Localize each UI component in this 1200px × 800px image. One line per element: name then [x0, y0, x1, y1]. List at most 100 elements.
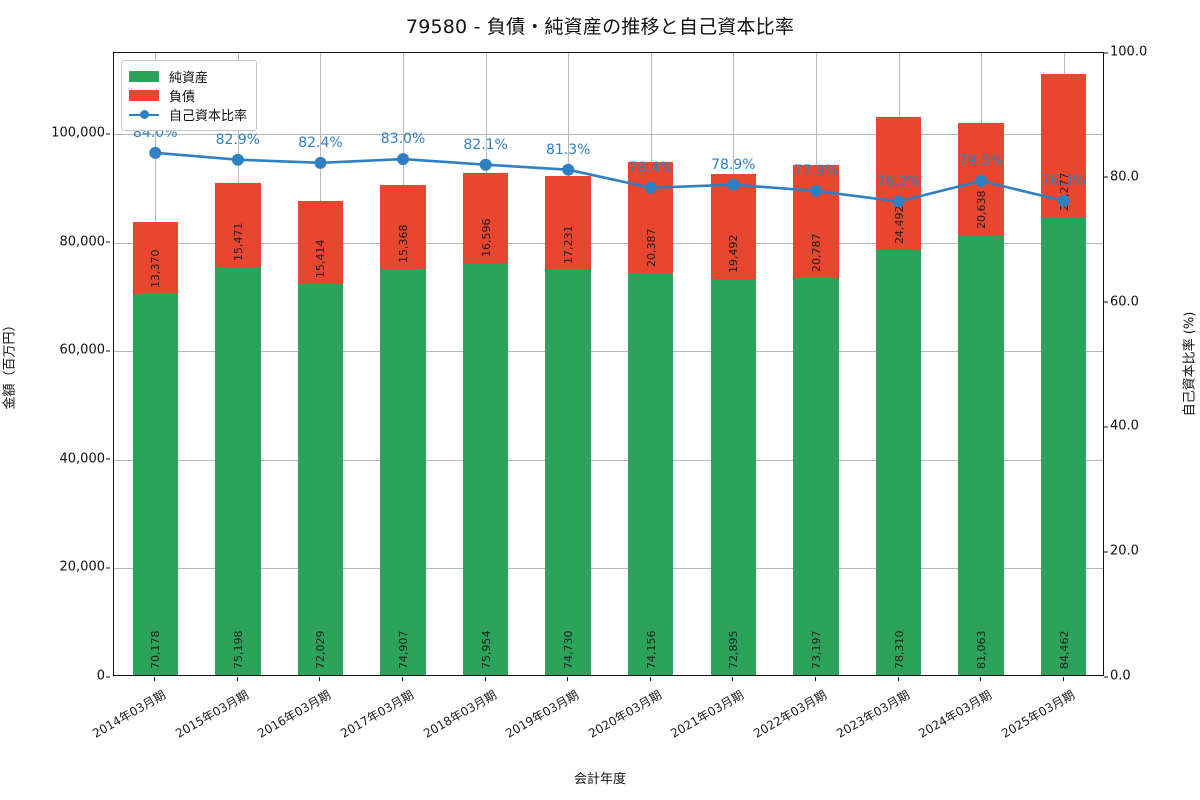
bar-segment-liability[interactable]: 20,638	[958, 123, 1004, 236]
legend-item[interactable]: 純資産	[129, 67, 247, 86]
ratio-value-label: 79.5%	[958, 152, 1004, 169]
x-tick-label-text: 2022年03月期	[751, 687, 829, 741]
gridline-horizontal	[114, 351, 1103, 353]
bar-segment-liability[interactable]: 26,277	[1040, 74, 1087, 217]
ratio-value-label: 78.9%	[711, 156, 756, 173]
bar-segment-liability[interactable]: 15,471	[215, 183, 261, 267]
stacked-bar[interactable]: 75,198 15,471	[215, 183, 261, 675]
x-tick-mark	[732, 677, 733, 681]
bar-segment-equity[interactable]: 74,730	[545, 269, 591, 675]
bar-value-label-liability: 15,414	[314, 239, 328, 279]
bar-value-label-liability: 20,638	[975, 190, 989, 230]
x-tick-label-text: 2016年03月期	[255, 687, 334, 741]
legend-item[interactable]: 負債	[129, 86, 247, 105]
bar-value-label-liability: 24,492	[892, 205, 906, 245]
bar-segment-equity[interactable]: 74,156	[628, 272, 674, 675]
bar-value-label-equity: 75,954	[479, 630, 493, 670]
bar-segment-equity[interactable]: 78,310	[875, 250, 922, 675]
stacked-bar[interactable]: 74,730 17,231	[545, 176, 591, 675]
x-tick-label-text: 2015年03月期	[173, 687, 251, 741]
bar-value-label-liability: 13,370	[149, 249, 163, 289]
x-tick-label-text: 2019年03月期	[503, 687, 582, 741]
x-tick-label-text: 2025年03月期	[998, 687, 1077, 741]
bar-segment-liability[interactable]: 15,368	[380, 185, 426, 269]
stacked-bar[interactable]: 84,462 26,277	[1040, 74, 1087, 675]
bar-segment-liability[interactable]: 20,387	[628, 162, 674, 273]
bar-value-label-equity: 74,730	[562, 630, 576, 670]
y-tick-label-secondary: 40.0	[1104, 419, 1200, 434]
bar-segment-liability[interactable]: 17,231	[545, 176, 591, 270]
bar-value-label-equity: 72,895	[727, 630, 741, 670]
bar-segment-equity[interactable]: 81,063	[958, 235, 1004, 675]
bar-segment-equity[interactable]: 84,462	[1040, 216, 1087, 675]
bar-value-label-equity: 84,462	[1057, 630, 1071, 670]
legend-item-label: 自己資本比率	[169, 109, 248, 124]
y-tick-label-primary: 0	[0, 669, 110, 684]
ratio-value-label: 77.9%	[793, 162, 839, 179]
bar-value-label-liability: 17,231	[562, 225, 576, 264]
bar-value-label-equity: 70,178	[149, 630, 163, 670]
bar-segment-liability[interactable]: 16,596	[462, 172, 509, 263]
bar-segment-equity[interactable]: 72,029	[297, 284, 344, 675]
y-tick-label-primary: 100,000	[0, 126, 110, 141]
y-tick-label-secondary: 20.0	[1104, 544, 1200, 559]
bar-value-label-equity: 74,156	[644, 630, 658, 670]
x-tick-mark	[898, 677, 899, 681]
x-tick-mark	[154, 677, 155, 681]
chart-legend: 純資産負債自己資本比率	[121, 60, 258, 131]
stacked-bar[interactable]: 72,029 15,414	[297, 200, 344, 675]
plot-area: 70,178 13,370 75,198 15,471 72,029 15,414 74,9…	[113, 52, 1104, 676]
bar-value-label-equity: 73,197	[809, 630, 823, 670]
x-tick-label-text: 2023年03月期	[833, 687, 912, 741]
y-tick-label-secondary: 80.0	[1104, 169, 1200, 184]
legend-line-marker-icon	[129, 109, 159, 120]
x-axis-label: 会計年度	[573, 772, 626, 787]
bar-value-label-liability: 15,471	[231, 222, 245, 261]
bar-segment-liability[interactable]: 19,492	[710, 173, 757, 280]
x-tick-mark	[980, 677, 981, 681]
bar-value-label-liability: 20,787	[809, 233, 823, 272]
ratio-value-label: 82.4%	[298, 134, 343, 151]
y-tick-label-primary: 60,000	[0, 343, 110, 358]
page-title: 79580 - 負債・純資産の推移と自己資本比率	[405, 16, 795, 38]
x-tick-mark	[402, 677, 403, 681]
bar-segment-equity[interactable]: 75,198	[215, 266, 261, 675]
bar-value-label-liability: 20,387	[644, 228, 658, 267]
y-tick-label-primary: 40,000	[0, 451, 110, 466]
ratio-value-label: 76.2%	[876, 173, 921, 190]
bar-segment-liability[interactable]: 20,787	[793, 165, 839, 278]
stacked-bar[interactable]: 73,197 20,787	[793, 165, 839, 675]
x-tick-mark	[650, 677, 651, 681]
stacked-bar[interactable]: 70,178 13,370	[132, 221, 178, 675]
bar-segment-equity[interactable]: 70,178	[132, 294, 178, 675]
stacked-bar[interactable]: 81,063 20,638	[958, 123, 1004, 675]
y-tick-label-secondary: 60.0	[1104, 294, 1200, 309]
bar-segment-equity[interactable]: 72,895	[710, 279, 757, 675]
stacked-bar[interactable]: 78,310 24,492	[875, 117, 922, 675]
bar-segment-liability[interactable]: 13,370	[132, 221, 178, 295]
bar-value-label-equity: 78,310	[892, 630, 906, 670]
bar-value-label-liability: 16,596	[479, 218, 493, 257]
gridline-horizontal	[114, 134, 1103, 136]
x-tick-mark	[485, 677, 486, 681]
legend-item-label: 負債	[169, 90, 196, 105]
legend-item[interactable]: 自己資本比率	[129, 105, 247, 124]
bar-segment-equity[interactable]: 73,197	[793, 277, 839, 675]
ratio-value-label: 76.3%	[1041, 172, 1086, 189]
y-axis-label-primary: 金額（百万円）	[2, 318, 18, 410]
bar-value-label-equity: 72,029	[314, 630, 328, 670]
bar-segment-equity[interactable]: 74,907	[380, 268, 426, 675]
stacked-bar[interactable]: 74,907 15,368	[380, 185, 426, 675]
stacked-bar[interactable]: 72,895 19,492	[710, 173, 757, 675]
bar-segment-liability[interactable]: 15,414	[297, 200, 344, 285]
bar-segment-equity[interactable]: 75,954	[462, 262, 509, 675]
ratio-line-series	[149, 146, 1070, 208]
x-tick-mark	[1063, 677, 1064, 681]
stacked-bar[interactable]: 74,156 20,387	[628, 162, 674, 675]
gridline-horizontal	[114, 568, 1103, 570]
y-tick-label-primary: 20,000	[0, 560, 110, 575]
x-tick-label-text: 2024年03月期	[916, 687, 995, 741]
legend-color-swatch	[129, 90, 159, 101]
stacked-bar[interactable]: 75,954 16,596	[462, 172, 509, 675]
y-tick-label-secondary: 0.0	[1104, 669, 1200, 684]
